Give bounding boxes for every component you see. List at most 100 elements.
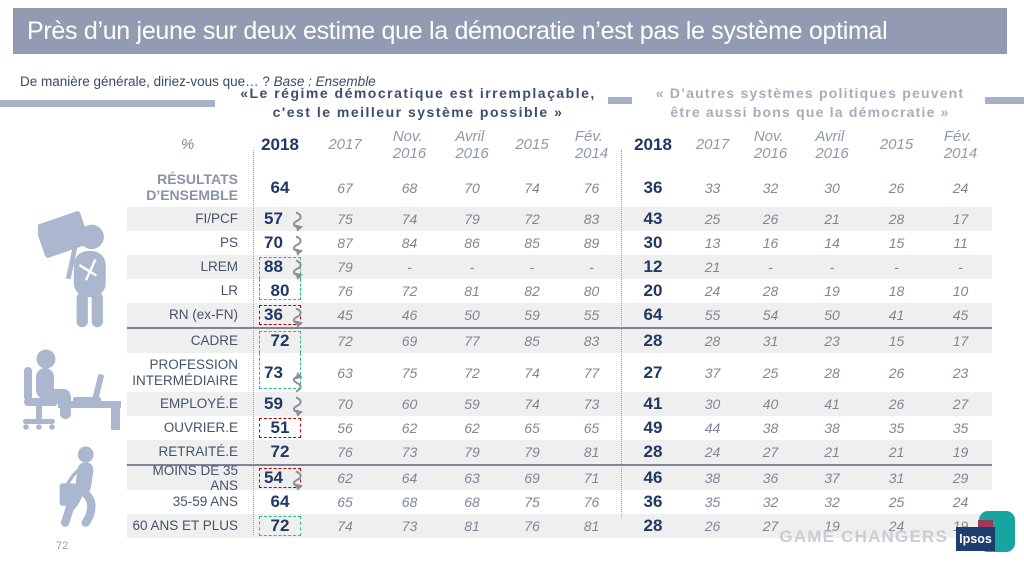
page-number: 72 <box>56 540 69 552</box>
value-right: - <box>929 255 992 279</box>
value-left: 59 <box>503 303 561 327</box>
trend-down-arrow-icon <box>292 210 305 232</box>
table-row: RN (ex-FN) 36 45 46 50 59 55 64 55 54 50 41 45 <box>127 303 992 329</box>
value-left-text: 67 <box>337 179 353 196</box>
value-left: 73 <box>561 392 622 416</box>
trend-down-arrow-icon <box>292 234 305 256</box>
value-left-text: 79 <box>464 211 480 227</box>
value-2018-left-text: 64 <box>270 492 290 511</box>
value-right-text: 18 <box>888 283 905 299</box>
value-left-text: - <box>407 259 412 275</box>
column-header-right-0: 2018 <box>622 122 684 168</box>
value-right-text: 29 <box>952 470 969 486</box>
walking-person-icon <box>54 446 110 532</box>
value-right-text: 35 <box>952 420 969 436</box>
value-right-text: 16 <box>762 235 779 251</box>
value-left-text: 76 <box>583 494 600 510</box>
row-label: EMPLOYÉ.E <box>127 392 248 416</box>
value-right-text: 17 <box>952 211 969 227</box>
value-right-text: 31 <box>762 333 779 349</box>
column-header-left-4-text: 2015 <box>515 136 549 154</box>
table-header-row: % 2018 2017 Nov. 2016 Avril 2016 2015 Fév. 201… <box>127 122 992 168</box>
value-2018-right: 28 <box>622 514 684 538</box>
value-left-text: 75 <box>337 211 353 227</box>
value-left-text: - <box>529 259 535 275</box>
value-left-text: 79 <box>524 444 540 460</box>
value-left: 62 <box>312 466 378 490</box>
value-left: 76 <box>561 490 622 514</box>
row-label: RN (ex-FN) <box>127 303 248 327</box>
value-right: 38 <box>800 416 864 440</box>
results-table: % 2018 2017 Nov. 2016 Avril 2016 2015 Fév. 201… <box>127 122 992 538</box>
game-changers-tagline: GAME CHANGERS <box>779 527 948 546</box>
column-header-left-3: Avril 2016 <box>441 122 503 168</box>
row-label: OUVRIER.E <box>127 416 248 440</box>
value-2018-right-text: 20 <box>643 281 663 300</box>
value-left-text: 72 <box>464 364 480 381</box>
row-label: LREM <box>127 255 248 279</box>
value-left-text: 73 <box>583 396 600 412</box>
value-left: 63 <box>312 353 378 392</box>
value-left-text: 69 <box>401 333 418 349</box>
value-right-text: 10 <box>952 283 969 299</box>
value-right-text: 19 <box>824 283 840 299</box>
table-row: LREM 88 79 - - - - 12 21 - - - - <box>127 255 992 280</box>
value-right: 28 <box>741 279 800 303</box>
value-right-text: 44 <box>704 420 721 436</box>
value-left: 72 <box>312 329 378 353</box>
ipsos-logo: Ipsos <box>951 501 1017 554</box>
value-left-text: 65 <box>583 420 600 436</box>
value-left-text: 76 <box>583 179 600 196</box>
value-left-text: 68 <box>401 494 418 510</box>
value-left: 79 <box>441 207 503 231</box>
value-right: 21 <box>684 255 741 279</box>
value-right: 21 <box>800 440 864 464</box>
value-left: 67 <box>312 168 378 207</box>
value-2018-left: 57 <box>248 207 312 232</box>
value-right: 13 <box>684 231 741 255</box>
value-left-text: 62 <box>464 420 480 436</box>
value-right: 25 <box>864 490 929 514</box>
value-right: 26 <box>864 168 929 207</box>
statement-right-line2: être aussi bons que la démocratie » <box>670 103 950 120</box>
value-right-text: 27 <box>762 444 779 460</box>
value-right-text: 25 <box>704 211 721 227</box>
value-right: 15 <box>864 231 929 255</box>
value-2018-left: 72 <box>248 514 312 538</box>
table-row: FI/PCF 57 75 74 79 72 83 43 25 26 21 28 17 <box>127 207 992 232</box>
value-left: 70 <box>312 392 378 416</box>
value-right: 44 <box>684 416 741 440</box>
table-row: RÉSULTATS D’ENSEMBLE 64 67 68 70 74 76 36 33 32 30… <box>127 168 992 207</box>
value-left-text: 62 <box>401 420 418 436</box>
value-right: 32 <box>741 168 800 207</box>
value-right: 55 <box>684 303 741 327</box>
ipsos-logo-text: Ipsos <box>959 532 992 546</box>
column-header-left-1-text: 2017 <box>328 136 362 154</box>
value-right: 28 <box>800 353 864 392</box>
value-left: 69 <box>378 329 441 353</box>
table-row: 60 ANS ET PLUS 72 74 73 81 76 81 28 26 27 19 24 19 <box>127 514 992 538</box>
table-row: MOINS DE 35 ANS 54 62 64 63 69 71 46 38 36 37 31 29 <box>127 463 992 493</box>
value-right-text: 24 <box>952 494 969 510</box>
value-left: 87 <box>312 231 378 255</box>
column-header-left-5: Fév. 2014 <box>561 122 622 168</box>
protester-icon <box>35 203 118 331</box>
table-row: LR 80 76 72 81 82 80 20 24 28 19 18 10 <box>127 279 992 303</box>
value-right: 17 <box>929 329 992 353</box>
value-left: 72 <box>503 207 561 231</box>
row-label-text: OUVRIER.E <box>163 420 238 436</box>
value-right: 31 <box>741 329 800 353</box>
value-left: 77 <box>441 329 503 353</box>
value-left: 60 <box>378 392 441 416</box>
value-right: 50 <box>800 303 864 327</box>
value-2018-right: 64 <box>622 303 684 327</box>
column-header-left-0: 2018 <box>248 122 312 168</box>
value-2018-right: 41 <box>622 392 684 416</box>
row-label-text: FI/PCF <box>195 211 238 227</box>
value-right-text: 21 <box>824 211 840 227</box>
row-label: RETRAITÉ.E <box>127 440 248 464</box>
value-left: 72 <box>378 279 441 303</box>
row-label-text: 35-59 ANS <box>172 494 238 510</box>
value-left: 81 <box>441 279 503 303</box>
value-left: 68 <box>378 168 441 207</box>
